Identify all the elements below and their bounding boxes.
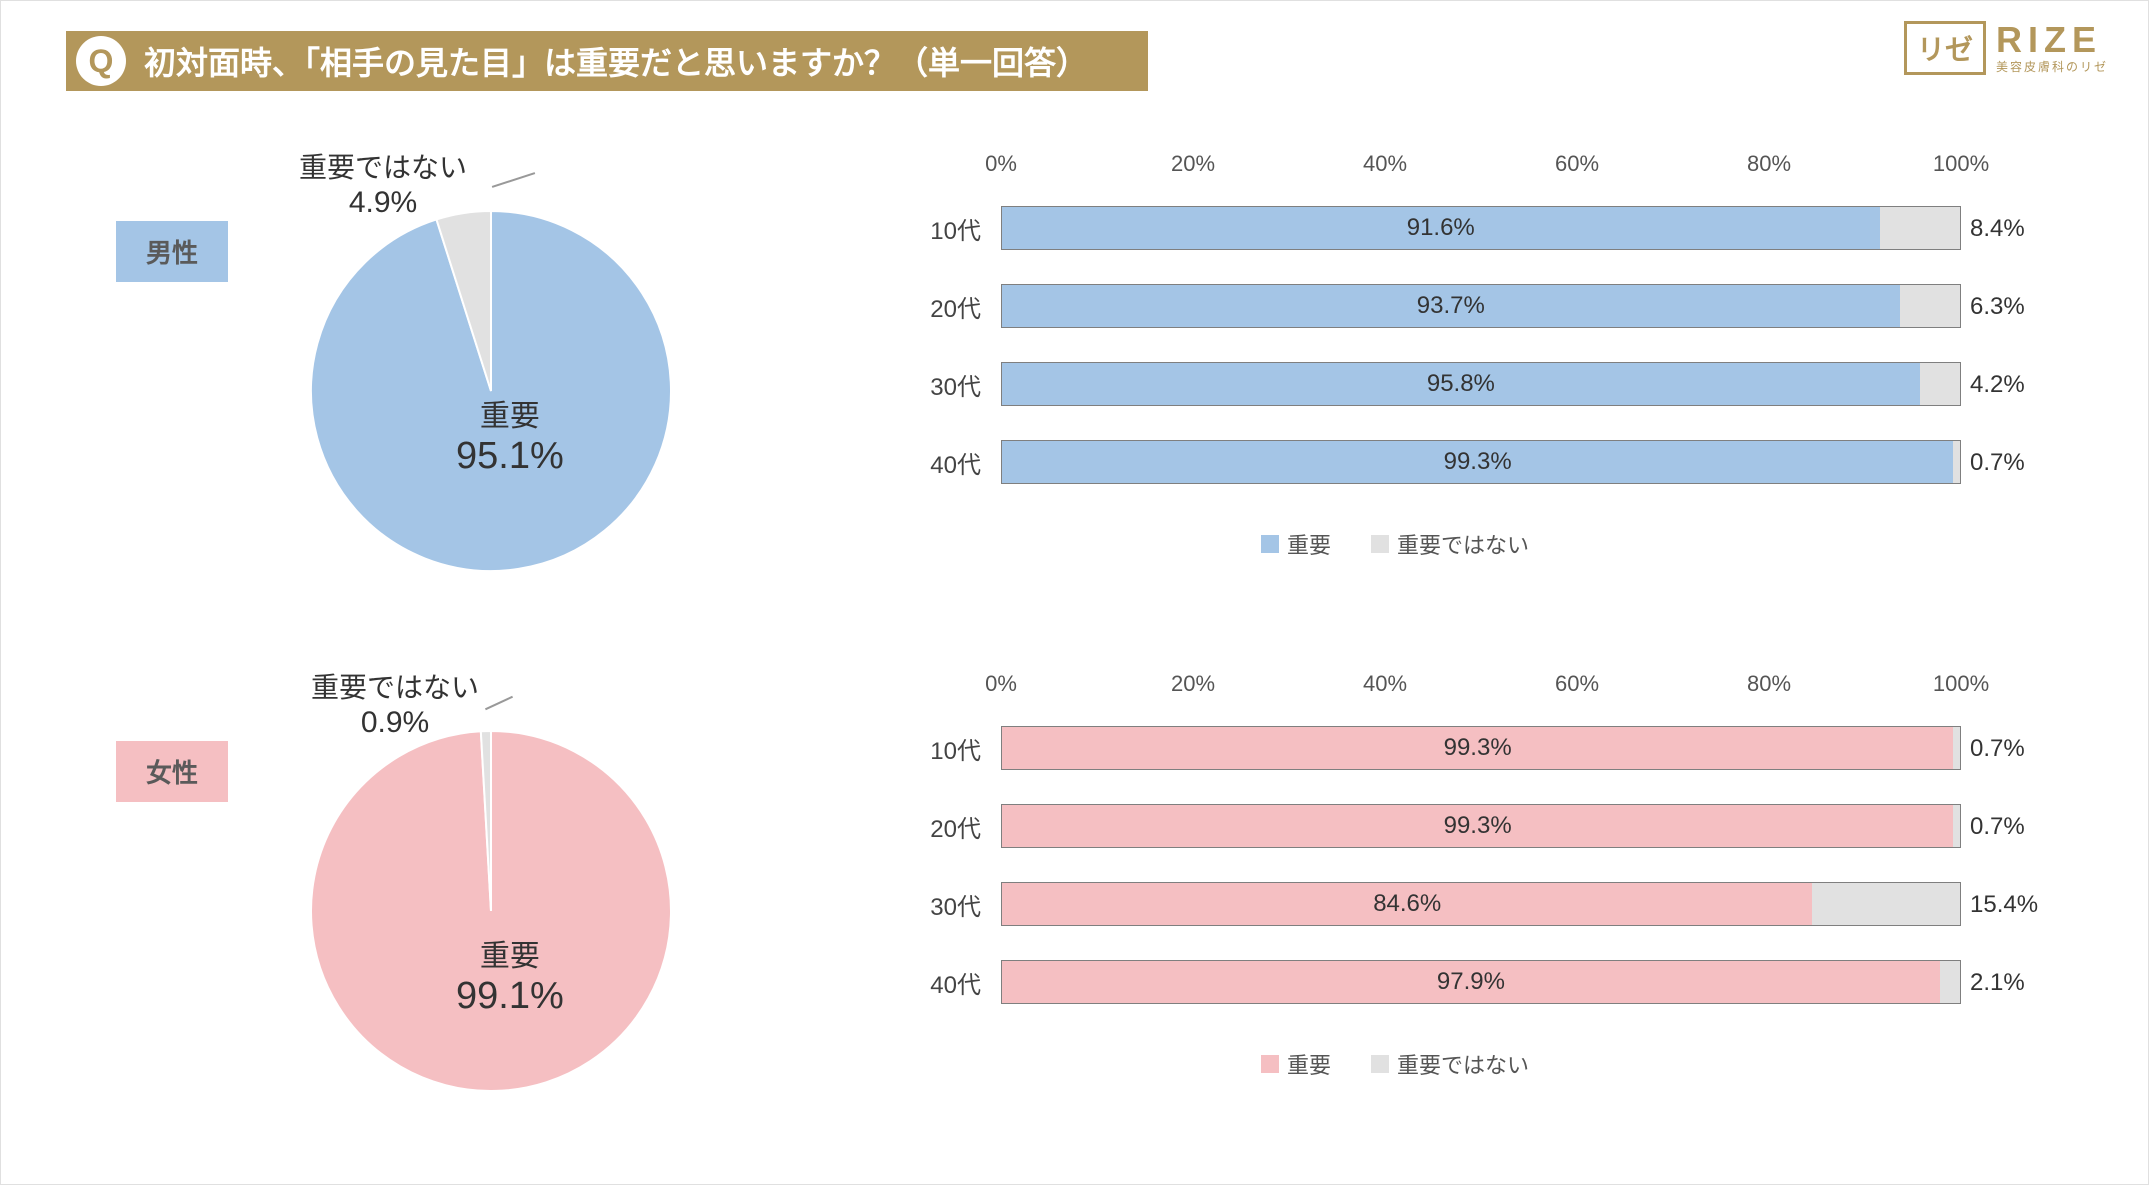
question-title-bar: Q 初対面時、「相手の見た目」は重要だと思いますか？（単一回答） (66, 31, 1148, 91)
female-pie-chart (291, 711, 691, 1116)
bar-row: 30代84.6%15.4% (901, 882, 1961, 926)
legend-swatch (1261, 535, 1279, 553)
axis-tick: 0% (985, 671, 1017, 697)
bar-seg-not-label: 4.2% (1962, 363, 2062, 407)
female-badge: 女性 (116, 741, 228, 802)
logo-box: リゼ (1904, 21, 1986, 75)
axis-tick: 20% (1171, 671, 1215, 697)
axis-tick: 0% (985, 151, 1017, 177)
bar-seg-not (1940, 961, 1960, 1003)
bar-seg-not-label: 15.4% (1962, 883, 2062, 927)
legend-swatch (1371, 535, 1389, 553)
axis-tick: 60% (1555, 671, 1599, 697)
bar-row-label: 20代 (901, 289, 1001, 324)
bar-row-label: 30代 (901, 887, 1001, 922)
bar-seg-important: 91.6% (1002, 207, 1880, 249)
male-bar-chart: 0% 20% 40% 60% 80% 100% 10代91.6%8.4% 20代93.7%6.… (901, 151, 2021, 551)
bar-track: 99.3%0.7% (1001, 440, 1961, 484)
bar-track: 95.8%4.2% (1001, 362, 1961, 406)
bar-seg-important: 93.7% (1002, 285, 1900, 327)
q-badge: Q (76, 36, 126, 86)
bar-seg-not-label: 2.1% (1962, 961, 2062, 1005)
bar-seg-not (1953, 727, 1960, 769)
legend-swatch (1371, 1055, 1389, 1073)
bar-row: 10代91.6%8.4% (901, 206, 1961, 250)
female-pie-not-label: 重要ではない 0.9% (311, 666, 479, 740)
bar-row-label: 20代 (901, 809, 1001, 844)
brand-logo: リゼ RIZE 美容皮膚科のリゼ (1904, 21, 2108, 75)
male-legend: 重要 重要ではない (1261, 528, 1529, 560)
bar-seg-not-label: 0.7% (1962, 727, 2062, 771)
female-legend: 重要 重要ではない (1261, 1048, 1529, 1080)
bar-row: 20代93.7%6.3% (901, 284, 1961, 328)
legend-label: 重要ではない (1397, 1048, 1529, 1080)
legend-not-important: 重要ではない (1371, 528, 1529, 560)
bar-row: 40代99.3%0.7% (901, 440, 1961, 484)
legend-label: 重要ではない (1397, 528, 1529, 560)
bar-seg-important: 99.3% (1002, 441, 1953, 483)
bar-track: 97.9%2.1% (1001, 960, 1961, 1004)
bar-track: 91.6%8.4% (1001, 206, 1961, 250)
bar-seg-not (1953, 441, 1960, 483)
legend-important: 重要 (1261, 1048, 1331, 1080)
bar-seg-not (1880, 207, 1960, 249)
bar-track: 84.6%15.4% (1001, 882, 1961, 926)
bar-row-label: 10代 (901, 731, 1001, 766)
male-section: 男性 重要ではない 4.9% 重要 95.1% 0% 20% 40% 60% 80% 10… (1, 131, 2148, 641)
axis-tick: 20% (1171, 151, 1215, 177)
bar-seg-important: 99.3% (1002, 805, 1953, 847)
logo-brand: RIZE (1996, 22, 2108, 58)
bar-seg-not-label: 0.7% (1962, 441, 2062, 485)
bar-track: 93.7%6.3% (1001, 284, 1961, 328)
bar-seg-important: 97.9% (1002, 961, 1940, 1003)
axis-tick: 40% (1363, 671, 1407, 697)
axis-tick: 60% (1555, 151, 1599, 177)
female-bar-chart: 0%20%40%60%80%100%10代99.3%0.7%20代99.3%0.… (901, 671, 2021, 1071)
male-pie-leader (492, 172, 535, 188)
bar-row-label: 40代 (901, 445, 1001, 480)
bar-row-label: 40代 (901, 965, 1001, 1000)
legend-not-important: 重要ではない (1371, 1048, 1529, 1080)
bar-seg-not-label: 0.7% (1962, 805, 2062, 849)
bar-row-label: 30代 (901, 367, 1001, 402)
female-pie-important-label: 重要 99.1% (456, 931, 564, 1018)
bar-row-label: 10代 (901, 211, 1001, 246)
female-pie-leader (485, 696, 513, 710)
axis-tick: 40% (1363, 151, 1407, 177)
male-pie-not-label: 重要ではない 4.9% (299, 146, 467, 220)
female-section: 女性 重要ではない 0.9% 重要 99.1% 0% 20% 40% 60% 80% 10… (1, 651, 2148, 1161)
bar-seg-not (1900, 285, 1960, 327)
axis-tick: 80% (1747, 151, 1791, 177)
bar-seg-not-label: 6.3% (1962, 285, 2062, 329)
legend-swatch (1261, 1055, 1279, 1073)
logo-text: RIZE 美容皮膚科のリゼ (1996, 22, 2108, 75)
bar-row: 20代99.3%0.7% (901, 804, 1961, 848)
legend-important: 重要 (1261, 528, 1331, 560)
bar-track: 99.3%0.7% (1001, 726, 1961, 770)
bar-seg-important: 84.6% (1002, 883, 1812, 925)
bar-seg-important: 95.8% (1002, 363, 1920, 405)
female-pie-svg (291, 711, 691, 1111)
bar-row: 30代95.8%4.2% (901, 362, 1961, 406)
bar-seg-not (1953, 805, 1960, 847)
bar-seg-not (1920, 363, 1960, 405)
bar-track: 99.3%0.7% (1001, 804, 1961, 848)
male-pie-important-label: 重要 95.1% (456, 391, 564, 478)
axis-tick: 100% (1933, 671, 1989, 697)
legend-label: 重要 (1287, 528, 1331, 560)
axis-tick: 80% (1747, 671, 1791, 697)
bar-row: 40代97.9%2.1% (901, 960, 1961, 1004)
bar-seg-not (1812, 883, 1960, 925)
question-text: 初対面時、「相手の見た目」は重要だと思いますか？（単一回答） (144, 38, 1118, 84)
axis-tick: 100% (1933, 151, 1989, 177)
male-badge: 男性 (116, 221, 228, 282)
bar-seg-important: 99.3% (1002, 727, 1953, 769)
bar-seg-not-label: 8.4% (1962, 207, 2062, 251)
legend-label: 重要 (1287, 1048, 1331, 1080)
logo-sub: 美容皮膚科のリゼ (1996, 58, 2108, 75)
bar-row: 10代99.3%0.7% (901, 726, 1961, 770)
